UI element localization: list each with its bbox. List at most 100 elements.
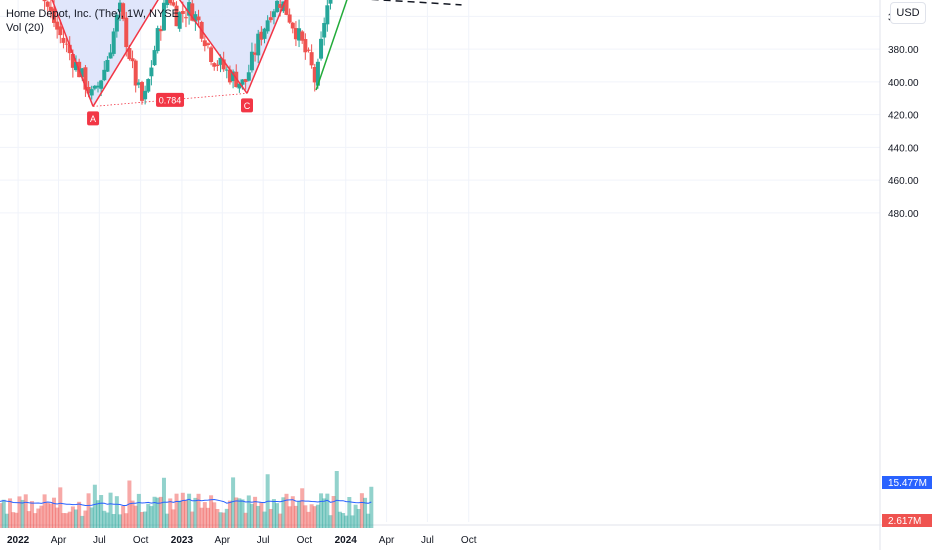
- uptrend-line[interactable]: [315, 0, 400, 91]
- candle-body[interactable]: [55, 21, 60, 30]
- candle-body[interactable]: [253, 52, 258, 55]
- candle-body[interactable]: [168, 0, 173, 4]
- candle-body[interactable]: [278, 4, 283, 8]
- candle-body[interactable]: [271, 11, 276, 18]
- candle-body[interactable]: [202, 40, 207, 47]
- candle-body[interactable]: [284, 0, 289, 15]
- candle-body[interactable]: [58, 26, 63, 36]
- candle-body[interactable]: [325, 5, 330, 25]
- candle-body[interactable]: [95, 85, 100, 88]
- candle-body[interactable]: [193, 14, 198, 22]
- candle-body[interactable]: [127, 48, 132, 60]
- candle-body[interactable]: [215, 64, 220, 66]
- candle-body[interactable]: [67, 44, 72, 54]
- candle-body[interactable]: [315, 61, 320, 86]
- candle-body[interactable]: [218, 57, 223, 65]
- candle-body[interactable]: [108, 52, 113, 59]
- candle-body[interactable]: [262, 28, 267, 39]
- pattern-leg[interactable]: [168, 0, 248, 94]
- candle-body[interactable]: [74, 62, 79, 71]
- candle-body[interactable]: [48, 6, 53, 12]
- candle-body[interactable]: [64, 43, 69, 45]
- candle-body[interactable]: [152, 50, 157, 66]
- candle-body[interactable]: [227, 69, 232, 83]
- candle-body[interactable]: [165, 0, 170, 6]
- candle-body[interactable]: [117, 2, 122, 12]
- candle-body[interactable]: [196, 16, 201, 21]
- currency-button[interactable]: USD: [890, 2, 926, 24]
- candle-body[interactable]: [275, 0, 280, 12]
- candle-body[interactable]: [52, 8, 57, 23]
- candle-body[interactable]: [99, 80, 104, 89]
- candle-body[interactable]: [61, 37, 66, 43]
- candle-body[interactable]: [130, 58, 135, 62]
- candle-body[interactable]: [102, 69, 107, 81]
- pattern-leg[interactable]: [92, 0, 168, 107]
- candle-body[interactable]: [231, 71, 236, 82]
- candle-body[interactable]: [243, 79, 248, 82]
- candle-body[interactable]: [240, 79, 245, 85]
- candle-body[interactable]: [259, 31, 264, 40]
- candle-body[interactable]: [171, 2, 176, 6]
- candle-body[interactable]: [303, 39, 308, 53]
- candle-body[interactable]: [136, 82, 141, 85]
- candle-body[interactable]: [297, 28, 302, 41]
- candle-body[interactable]: [319, 38, 324, 59]
- candle-body[interactable]: [328, 0, 333, 4]
- candle-body[interactable]: [124, 17, 129, 48]
- candle-body[interactable]: [293, 28, 298, 40]
- candle-body[interactable]: [149, 67, 154, 77]
- volume-bar: [55, 507, 60, 528]
- candle-body[interactable]: [265, 20, 270, 32]
- candle-body[interactable]: [268, 17, 273, 21]
- candle-body[interactable]: [133, 60, 138, 86]
- candle-body[interactable]: [322, 23, 327, 38]
- candle-body[interactable]: [155, 28, 160, 52]
- candle-body[interactable]: [80, 68, 85, 78]
- candle-body[interactable]: [256, 33, 261, 56]
- candle-body[interactable]: [237, 83, 242, 89]
- candle-body[interactable]: [306, 49, 311, 51]
- candle-body[interactable]: [300, 31, 305, 41]
- candle-body[interactable]: [161, 2, 166, 31]
- candle-body[interactable]: [209, 47, 214, 63]
- dashed-trendline[interactable]: [168, 0, 462, 6]
- candle-body[interactable]: [42, 0, 47, 2]
- time-tick-label: Apr: [51, 535, 67, 546]
- candle-body[interactable]: [83, 67, 88, 90]
- candle-body[interactable]: [224, 69, 229, 71]
- candle-body[interactable]: [180, 11, 185, 14]
- candle-body[interactable]: [212, 63, 217, 67]
- candle-body[interactable]: [158, 29, 163, 32]
- candle-body[interactable]: [187, 2, 192, 16]
- candle-body[interactable]: [287, 14, 292, 23]
- candle-body[interactable]: [174, 5, 179, 27]
- candle-body[interactable]: [146, 79, 151, 92]
- candle-body[interactable]: [183, 17, 188, 19]
- candle-body[interactable]: [111, 31, 116, 54]
- candle-body[interactable]: [190, 3, 195, 21]
- candle-body[interactable]: [105, 59, 110, 72]
- candle-body[interactable]: [246, 72, 251, 81]
- volume-bar: [30, 501, 35, 528]
- candle-body[interactable]: [312, 66, 317, 83]
- candle-body[interactable]: [177, 12, 182, 29]
- candle-body[interactable]: [249, 51, 254, 71]
- candle-body[interactable]: [86, 86, 91, 94]
- candle-body[interactable]: [70, 54, 75, 68]
- candle-body[interactable]: [45, 1, 50, 7]
- candle-body[interactable]: [89, 89, 94, 96]
- candle-body[interactable]: [143, 90, 148, 100]
- pattern-leg[interactable]: [246, 0, 379, 94]
- volume-indicator-label[interactable]: Vol (20): [6, 22, 44, 34]
- candle-body[interactable]: [121, 3, 126, 20]
- candle-body[interactable]: [309, 52, 314, 66]
- candle-body[interactable]: [139, 82, 144, 101]
- candle-body[interactable]: [221, 59, 226, 70]
- candle-body[interactable]: [205, 43, 210, 46]
- pattern-leg[interactable]: [8, 0, 94, 107]
- candle-body[interactable]: [290, 22, 295, 29]
- candle-body[interactable]: [92, 85, 97, 89]
- candle-body[interactable]: [114, 14, 119, 32]
